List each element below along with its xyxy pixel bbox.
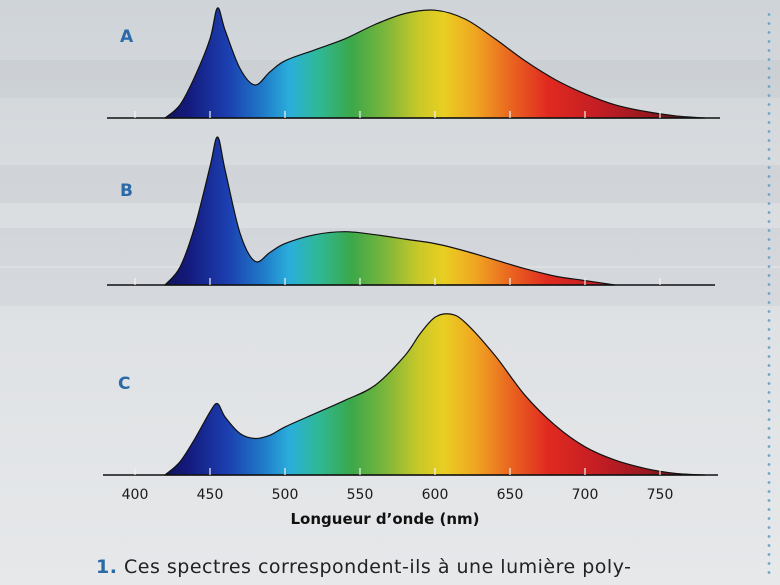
spectrum-area-c <box>163 313 706 476</box>
ticks-c <box>134 468 661 475</box>
x-tick-label-750: 750 <box>647 487 674 503</box>
x-tick-label-550: 550 <box>347 487 374 503</box>
panel-c <box>103 313 718 476</box>
panel-a <box>107 7 720 119</box>
panel-b <box>107 136 715 286</box>
spectrum-area-a <box>163 7 706 119</box>
x-tick-label-450: 450 <box>197 487 224 503</box>
x-tick-label-500: 500 <box>272 487 299 503</box>
x-tick-label-700: 700 <box>572 487 599 503</box>
spectrum-area-b <box>163 136 616 286</box>
ticks-a <box>134 111 661 118</box>
x-tick-label-400: 400 <box>122 487 149 503</box>
panel-b-label: B <box>120 181 133 201</box>
ticks-b <box>134 278 661 285</box>
x-tick-label-650: 650 <box>497 487 524 503</box>
margin-dotted-line <box>766 10 772 580</box>
question-line: 1. Ces spectres correspondent-ils à une … <box>96 556 631 578</box>
x-axis-title: Longueur d’onde (nm) <box>290 510 479 528</box>
x-tick-labels: 400 450 500 550 600 650 700 750 <box>122 487 674 503</box>
question-number: 1. <box>96 556 118 578</box>
panel-c-label: C <box>118 374 130 394</box>
question-text: Ces spectres correspondent-ils à une lum… <box>124 556 632 578</box>
x-tick-label-600: 600 <box>422 487 449 503</box>
panel-a-label: A <box>120 27 134 47</box>
